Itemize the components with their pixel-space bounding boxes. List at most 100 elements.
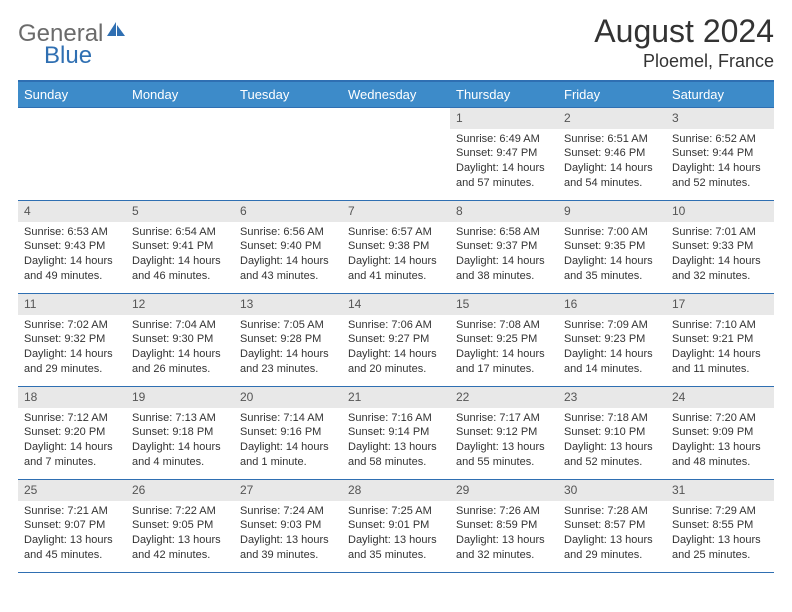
day-number: 19 [126,387,234,407]
day-data: Sunrise: 7:00 AMSunset: 9:35 PMDaylight:… [558,222,666,288]
day-number: 1 [450,108,558,128]
dow-tue: Tuesday [234,81,342,108]
day-cell: 7Sunrise: 6:57 AMSunset: 9:38 PMDaylight… [342,201,450,294]
day-cell: 20Sunrise: 7:14 AMSunset: 9:16 PMDayligh… [234,387,342,480]
day-cell: 30Sunrise: 7:28 AMSunset: 8:57 PMDayligh… [558,480,666,573]
day-number: 3 [666,108,774,128]
dow-sun: Sunday [18,81,126,108]
day-number: 27 [234,480,342,500]
day-data: Sunrise: 7:04 AMSunset: 9:30 PMDaylight:… [126,315,234,381]
week-row: 18Sunrise: 7:12 AMSunset: 9:20 PMDayligh… [18,387,774,480]
week-row: 25Sunrise: 7:21 AMSunset: 9:07 PMDayligh… [18,480,774,573]
day-cell: 16Sunrise: 7:09 AMSunset: 9:23 PMDayligh… [558,294,666,387]
day-cell: 22Sunrise: 7:17 AMSunset: 9:12 PMDayligh… [450,387,558,480]
day-data: Sunrise: 6:54 AMSunset: 9:41 PMDaylight:… [126,222,234,288]
day-cell: 12Sunrise: 7:04 AMSunset: 9:30 PMDayligh… [126,294,234,387]
day-data: Sunrise: 7:12 AMSunset: 9:20 PMDaylight:… [18,408,126,474]
day-cell: 18Sunrise: 7:12 AMSunset: 9:20 PMDayligh… [18,387,126,480]
day-number: 9 [558,201,666,221]
day-number: 12 [126,294,234,314]
day-data: Sunrise: 7:22 AMSunset: 9:05 PMDaylight:… [126,501,234,567]
day-number: 17 [666,294,774,314]
logo-word-2: Blue [44,42,92,69]
day-data: Sunrise: 6:53 AMSunset: 9:43 PMDaylight:… [18,222,126,288]
day-data: Sunrise: 7:14 AMSunset: 9:16 PMDaylight:… [234,408,342,474]
day-data: Sunrise: 7:16 AMSunset: 9:14 PMDaylight:… [342,408,450,474]
day-number: 8 [450,201,558,221]
day-cell: 29Sunrise: 7:26 AMSunset: 8:59 PMDayligh… [450,480,558,573]
day-number: 16 [558,294,666,314]
month-title: August 2024 [594,14,774,49]
day-data: Sunrise: 6:49 AMSunset: 9:47 PMDaylight:… [450,129,558,195]
day-number: 24 [666,387,774,407]
day-data: Sunrise: 7:18 AMSunset: 9:10 PMDaylight:… [558,408,666,474]
day-cell: 2Sunrise: 6:51 AMSunset: 9:46 PMDaylight… [558,108,666,201]
day-number: 22 [450,387,558,407]
day-cell: 17Sunrise: 7:10 AMSunset: 9:21 PMDayligh… [666,294,774,387]
day-cell: 19Sunrise: 7:13 AMSunset: 9:18 PMDayligh… [126,387,234,480]
day-number: 31 [666,480,774,500]
day-number: 5 [126,201,234,221]
dow-fri: Friday [558,81,666,108]
day-cell: 3Sunrise: 6:52 AMSunset: 9:44 PMDaylight… [666,108,774,201]
day-number: 26 [126,480,234,500]
day-cell: 11Sunrise: 7:02 AMSunset: 9:32 PMDayligh… [18,294,126,387]
location: Ploemel, France [594,51,774,72]
day-cell [18,108,126,201]
day-cell: 15Sunrise: 7:08 AMSunset: 9:25 PMDayligh… [450,294,558,387]
day-cell: 27Sunrise: 7:24 AMSunset: 9:03 PMDayligh… [234,480,342,573]
logo-word-2-wrap: Blue [44,42,92,70]
day-cell: 26Sunrise: 7:22 AMSunset: 9:05 PMDayligh… [126,480,234,573]
day-data: Sunrise: 6:56 AMSunset: 9:40 PMDaylight:… [234,222,342,288]
day-number: 21 [342,387,450,407]
day-data: Sunrise: 7:05 AMSunset: 9:28 PMDaylight:… [234,315,342,381]
day-cell [126,108,234,201]
day-cell: 24Sunrise: 7:20 AMSunset: 9:09 PMDayligh… [666,387,774,480]
day-data: Sunrise: 7:02 AMSunset: 9:32 PMDaylight:… [18,315,126,381]
day-data: Sunrise: 7:28 AMSunset: 8:57 PMDaylight:… [558,501,666,567]
day-number: 30 [558,480,666,500]
day-number: 11 [18,294,126,314]
day-data: Sunrise: 6:51 AMSunset: 9:46 PMDaylight:… [558,129,666,195]
dow-mon: Monday [126,81,234,108]
logo-sail-icon [105,20,127,45]
day-cell: 25Sunrise: 7:21 AMSunset: 9:07 PMDayligh… [18,480,126,573]
day-cell: 5Sunrise: 6:54 AMSunset: 9:41 PMDaylight… [126,201,234,294]
dow-thu: Thursday [450,81,558,108]
day-cell: 6Sunrise: 6:56 AMSunset: 9:40 PMDaylight… [234,201,342,294]
dow-sat: Saturday [666,81,774,108]
day-data: Sunrise: 7:08 AMSunset: 9:25 PMDaylight:… [450,315,558,381]
title-block: August 2024 Ploemel, France [594,14,774,72]
day-number: 29 [450,480,558,500]
week-row: 1Sunrise: 6:49 AMSunset: 9:47 PMDaylight… [18,108,774,201]
day-number: 25 [18,480,126,500]
day-data: Sunrise: 7:06 AMSunset: 9:27 PMDaylight:… [342,315,450,381]
day-cell [234,108,342,201]
day-cell: 14Sunrise: 7:06 AMSunset: 9:27 PMDayligh… [342,294,450,387]
day-cell: 1Sunrise: 6:49 AMSunset: 9:47 PMDaylight… [450,108,558,201]
calendar-table: Sunday Monday Tuesday Wednesday Thursday… [18,80,774,573]
day-number: 2 [558,108,666,128]
day-cell [342,108,450,201]
dow-wed: Wednesday [342,81,450,108]
day-data: Sunrise: 7:24 AMSunset: 9:03 PMDaylight:… [234,501,342,567]
day-cell: 23Sunrise: 7:18 AMSunset: 9:10 PMDayligh… [558,387,666,480]
day-data: Sunrise: 7:13 AMSunset: 9:18 PMDaylight:… [126,408,234,474]
calendar-page: General August 2024 Ploemel, France Blue… [0,0,792,612]
day-number: 28 [342,480,450,500]
day-cell: 28Sunrise: 7:25 AMSunset: 9:01 PMDayligh… [342,480,450,573]
day-number: 18 [18,387,126,407]
day-number: 6 [234,201,342,221]
day-data: Sunrise: 7:10 AMSunset: 9:21 PMDaylight:… [666,315,774,381]
day-cell: 8Sunrise: 6:58 AMSunset: 9:37 PMDaylight… [450,201,558,294]
day-number: 4 [18,201,126,221]
day-number: 10 [666,201,774,221]
day-cell: 9Sunrise: 7:00 AMSunset: 9:35 PMDaylight… [558,201,666,294]
day-number: 20 [234,387,342,407]
day-cell: 10Sunrise: 7:01 AMSunset: 9:33 PMDayligh… [666,201,774,294]
day-number: 14 [342,294,450,314]
day-data: Sunrise: 6:57 AMSunset: 9:38 PMDaylight:… [342,222,450,288]
week-row: 11Sunrise: 7:02 AMSunset: 9:32 PMDayligh… [18,294,774,387]
day-number: 13 [234,294,342,314]
day-data: Sunrise: 7:21 AMSunset: 9:07 PMDaylight:… [18,501,126,567]
